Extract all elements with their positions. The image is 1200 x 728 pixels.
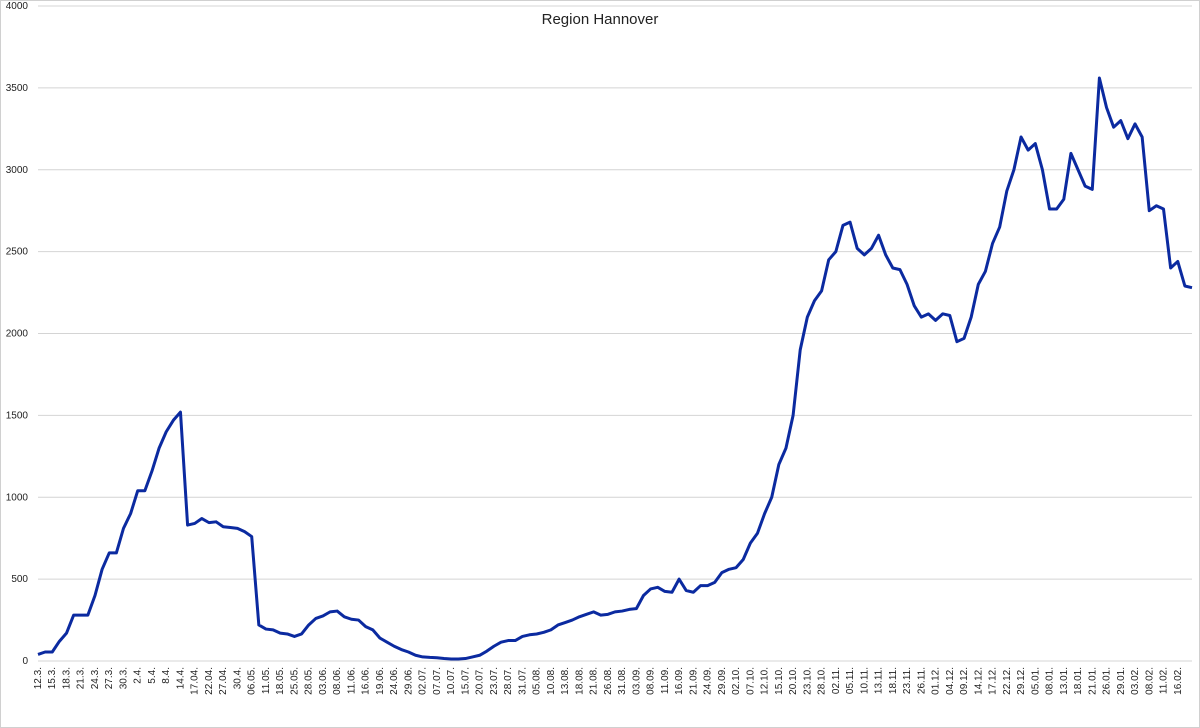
x-tick-label: 11.06. bbox=[346, 667, 357, 694]
x-tick-label: 04.12. bbox=[945, 667, 956, 695]
x-tick-label: 09.12. bbox=[959, 667, 970, 695]
x-tick-label: 24.09. bbox=[703, 667, 714, 695]
x-tick-label: 03.02. bbox=[1130, 667, 1141, 695]
x-tick-label: 21.09. bbox=[688, 667, 699, 695]
x-tick-label: 11.09. bbox=[660, 667, 671, 694]
x-tick-label: 10.08. bbox=[546, 667, 557, 695]
x-tick-label: 07.07. bbox=[432, 667, 443, 695]
x-tick-label: 18.11. bbox=[888, 667, 899, 694]
x-tick-label: 26.11. bbox=[916, 667, 927, 694]
x-tick-label: 8.4. bbox=[161, 667, 172, 684]
x-tick-label: 21.3. bbox=[76, 667, 87, 689]
x-tick-label: 17.12. bbox=[988, 667, 999, 695]
x-tick-label: 21.01. bbox=[1087, 667, 1098, 695]
x-tick-label: 30.4. bbox=[232, 667, 243, 689]
x-tick-label: 24.06. bbox=[389, 667, 400, 695]
x-tick-label: 27.3. bbox=[104, 667, 115, 689]
x-tick-label: 08.02. bbox=[1144, 667, 1155, 695]
x-tick-label: 28.05. bbox=[304, 667, 315, 695]
x-tick-label: 12.3. bbox=[33, 667, 44, 689]
x-tick-label: 22.12. bbox=[1002, 667, 1013, 695]
x-tick-label: 11.02. bbox=[1159, 667, 1170, 694]
x-tick-label: 29.09. bbox=[717, 667, 728, 695]
x-tick-label: 05.01. bbox=[1030, 667, 1041, 695]
x-tick-label: 03.09. bbox=[631, 667, 642, 695]
y-tick-label: 0 bbox=[22, 656, 28, 667]
x-tick-label: 31.07. bbox=[517, 667, 528, 695]
x-tick-label: 18.05. bbox=[275, 667, 286, 695]
x-tick-label: 20.10. bbox=[788, 667, 799, 695]
x-tick-label: 01.12. bbox=[931, 667, 942, 695]
x-tick-label: 13.01. bbox=[1059, 667, 1070, 695]
x-tick-label: 15.07. bbox=[460, 667, 471, 695]
y-tick-label: 3500 bbox=[6, 83, 29, 94]
x-tick-label: 26.08. bbox=[603, 667, 614, 695]
x-tick-label: 15.3. bbox=[47, 667, 58, 689]
x-tick-label: 20.07. bbox=[475, 667, 486, 695]
y-tick-label: 3000 bbox=[6, 165, 29, 176]
x-tick-label: 5.4. bbox=[147, 667, 158, 684]
y-tick-label: 2500 bbox=[6, 247, 29, 258]
x-tick-label: 16.09. bbox=[674, 667, 685, 695]
x-tick-label: 27.04. bbox=[218, 667, 229, 695]
x-tick-label: 12.10. bbox=[760, 667, 771, 695]
x-tick-label: 13.08. bbox=[560, 667, 571, 695]
y-tick-label: 2000 bbox=[6, 329, 29, 340]
x-tick-label: 18.08. bbox=[574, 667, 585, 695]
x-tick-label: 23.07. bbox=[489, 667, 500, 695]
x-tick-label: 29.06. bbox=[403, 667, 414, 695]
y-tick-label: 1500 bbox=[6, 410, 29, 421]
x-tick-label: 24.3. bbox=[90, 667, 101, 689]
x-tick-label: 14.12. bbox=[973, 667, 984, 695]
x-tick-label: 07.10. bbox=[745, 667, 756, 695]
x-tick-label: 29.12. bbox=[1016, 667, 1027, 695]
x-tick-label: 08.01. bbox=[1045, 667, 1056, 695]
x-tick-label: 16.02. bbox=[1173, 667, 1184, 695]
x-tick-label: 28.07. bbox=[503, 667, 514, 695]
x-tick-label: 23.10. bbox=[802, 667, 813, 695]
x-tick-label: 13.11. bbox=[874, 667, 885, 694]
x-tick-label: 05.11. bbox=[845, 667, 856, 694]
x-tick-label: 26.01. bbox=[1102, 667, 1113, 695]
x-tick-label: 16.06. bbox=[361, 667, 372, 695]
y-tick-label: 500 bbox=[11, 574, 28, 585]
x-tick-label: 02.07. bbox=[418, 667, 429, 695]
x-tick-label: 18.3. bbox=[61, 667, 72, 689]
x-tick-label: 10.11. bbox=[859, 667, 870, 694]
x-tick-label: 15.10. bbox=[774, 667, 785, 695]
line-series bbox=[37, 76, 1193, 661]
x-tick-label: 18.01. bbox=[1073, 667, 1084, 695]
y-tick-label: 4000 bbox=[6, 1, 29, 12]
y-tick-label: 1000 bbox=[6, 492, 29, 503]
x-tick-label: 08.06. bbox=[332, 667, 343, 695]
x-tick-label: 28.10. bbox=[817, 667, 828, 695]
x-tick-label: 02.11. bbox=[831, 667, 842, 694]
x-tick-label: 19.06. bbox=[375, 667, 386, 695]
x-tick-label: 23.11. bbox=[902, 667, 913, 694]
x-tick-label: 05.08. bbox=[532, 667, 543, 695]
x-tick-label: 10.07. bbox=[446, 667, 457, 695]
x-tick-label: 03.06. bbox=[318, 667, 329, 695]
x-tick-label: 08.09. bbox=[646, 667, 657, 695]
x-tick-label: 2.4. bbox=[133, 667, 144, 684]
x-tick-label: 02.10. bbox=[731, 667, 742, 695]
x-tick-label: 17.04. bbox=[190, 667, 201, 695]
x-tick-label: 30.3. bbox=[118, 667, 129, 689]
x-tick-label: 25.05. bbox=[289, 667, 300, 695]
x-tick-label: 31.08. bbox=[617, 667, 628, 695]
x-tick-label: 29.01. bbox=[1116, 667, 1127, 695]
x-tick-label: 06.05. bbox=[247, 667, 258, 695]
x-tick-label: 14.4. bbox=[175, 667, 186, 689]
x-tick-label: 22.04. bbox=[204, 667, 215, 695]
x-tick-label: 21.08. bbox=[589, 667, 600, 695]
chart-title: Region Hannover bbox=[542, 11, 659, 28]
x-tick-label: 11.05. bbox=[261, 667, 272, 694]
